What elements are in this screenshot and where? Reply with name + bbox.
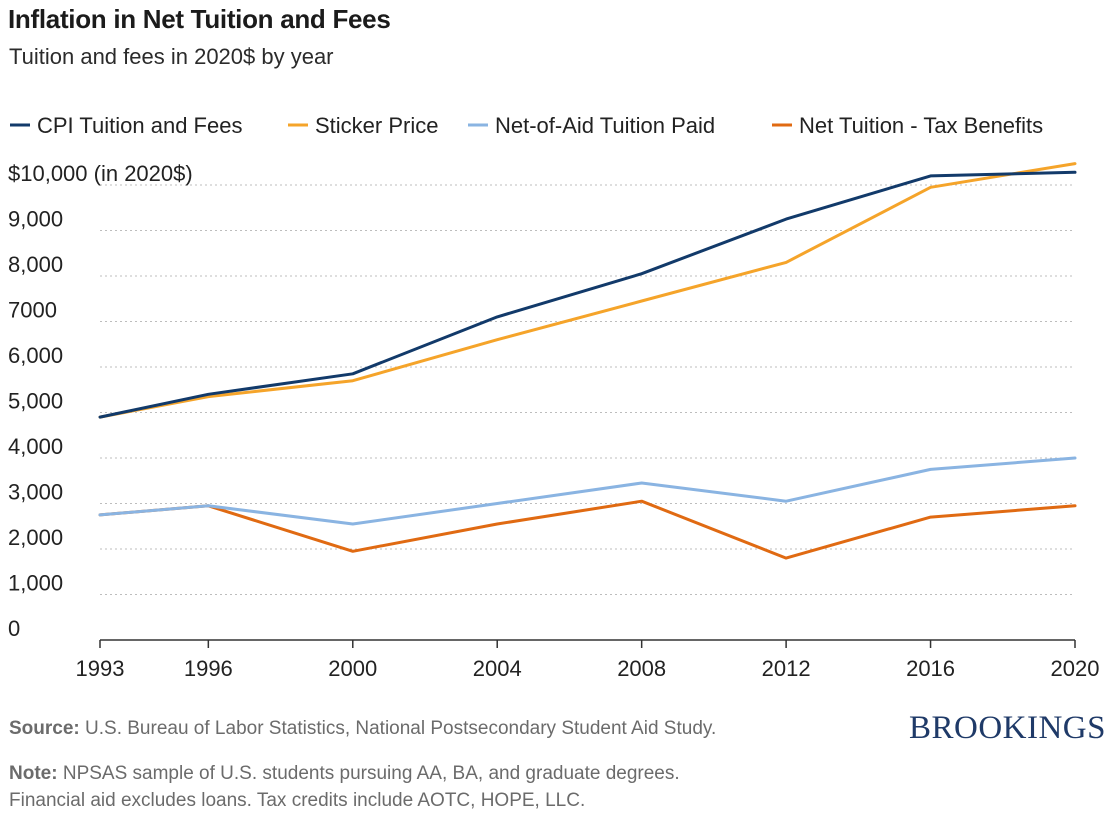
series-lines [98,162,1077,560]
legend-label-1: CPI Tuition and Fees [37,113,242,138]
note-block: Note: NPSAS sample of U.S. students purs… [9,760,680,814]
x-tick-label: 2000 [328,656,377,681]
y-tick-label: 8,000 [8,252,63,277]
y-tick-label: 9,000 [8,207,63,232]
series-line-net-tuition-tax-benefits [98,499,1077,560]
legend: CPI Tuition and Fees Sticker Price Net-of-… [10,113,1043,138]
legend-label-2: Sticker Price [315,113,438,138]
x-tick-label: 2020 [1051,656,1100,681]
chart-title: Inflation in Net Tuition and Fees [8,4,391,34]
x-tick-label: 2008 [617,656,666,681]
legend-label-4: Net Tuition - Tax Benefits [799,113,1043,138]
x-tick-label: 2004 [473,656,522,681]
x-tick-label: 1996 [184,656,233,681]
x-tick-label: 2012 [762,656,811,681]
y-tick-label: $10,000 (in 2020$) [8,161,193,186]
y-tick-label: 1,000 [8,571,63,596]
x-tick-label: 2016 [906,656,955,681]
x-axis: 1993 1996 2000 2004 2008 2012 2016 2020 [76,639,1100,681]
source-line: Source: U.S. Bureau of Labor Statistics,… [9,718,716,740]
y-tick-label: 4,000 [8,434,63,459]
y-axis: 0 1,000 2,000 3,000 4,000 5,000 6,000 7000 8,000… [8,161,193,641]
y-tick-label: 3,000 [8,480,63,505]
brookings-logo: BROOKINGS [908,710,1106,746]
y-tick-label: 7000 [8,298,57,323]
series-line-net-of-aid-tuition-paid [98,456,1077,526]
y-tick-label: 5,000 [8,389,63,414]
line-chart: CPI Tuition and Fees Sticker Price Net-of-… [8,113,1100,681]
legend-label-3: Net-of-Aid Tuition Paid [495,113,715,138]
note-line-2: Financial aid excludes loans. Tax credit… [9,790,586,811]
note-line-1: NPSAS sample of U.S. students pursuing A… [57,763,680,784]
y-tick-label: 2,000 [8,525,63,550]
series-line-cpi-tuition-and-fees [98,170,1077,419]
series-line-sticker-price [98,162,1077,419]
source-label: Source: [9,718,80,739]
note-label: Note: [9,763,58,784]
source-text: U.S. Bureau of Labor Statistics, Nationa… [79,718,717,739]
y-tick-label: 0 [8,616,20,641]
chart-subtitle: Tuition and fees in 2020$ by year [9,44,334,69]
y-tick-label: 6,000 [8,343,63,368]
x-tick-label: 1993 [76,656,125,681]
